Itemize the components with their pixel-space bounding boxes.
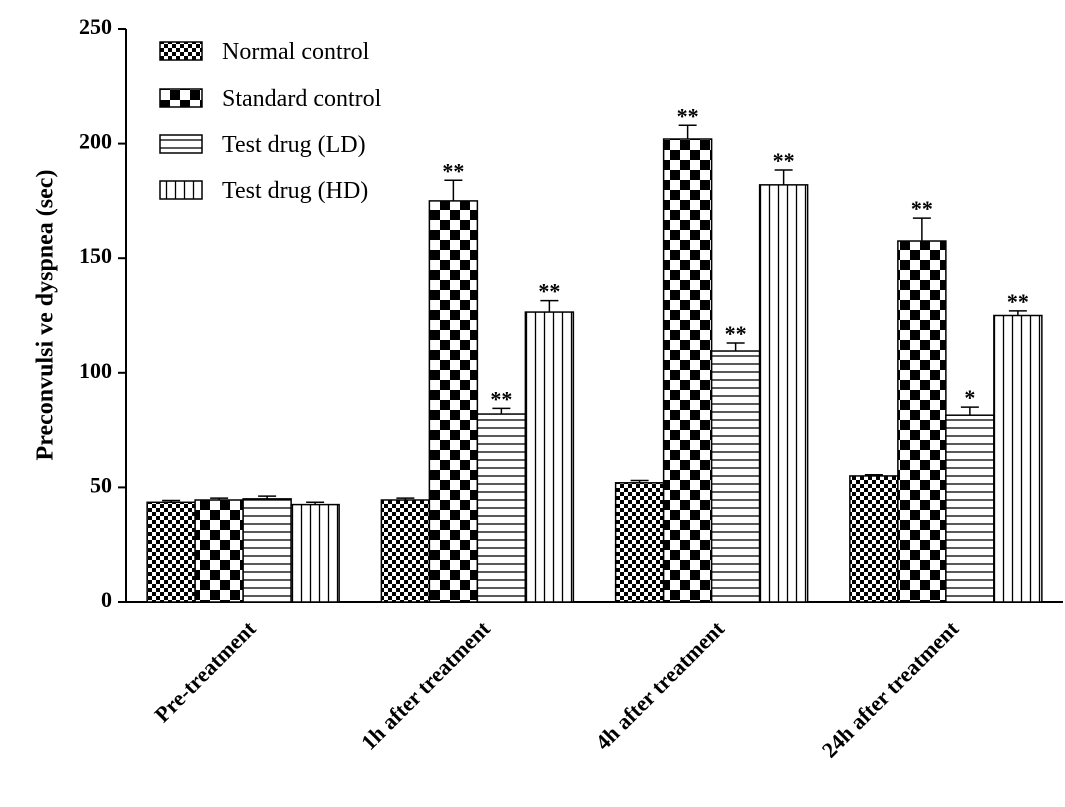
legend-swatch <box>159 41 203 61</box>
bar <box>476 413 527 603</box>
y-tick-label: 100 <box>79 358 112 383</box>
y-tick-label: 150 <box>79 243 112 268</box>
legend-entry: Standard control <box>159 86 382 112</box>
legend-swatch <box>159 180 203 200</box>
bar <box>428 200 479 603</box>
bar <box>993 314 1043 603</box>
significance-marker: ** <box>725 321 747 346</box>
legend-entry: Normal control <box>159 39 370 65</box>
x-tick-label: 1h after treatment <box>356 615 495 754</box>
bar <box>897 240 947 603</box>
bar <box>758 184 809 603</box>
legend-label: Test drug (LD) <box>222 132 366 158</box>
significance-marker: ** <box>1007 289 1029 314</box>
significance-marker: ** <box>773 148 795 173</box>
bar <box>849 475 899 603</box>
y-tick-label: 200 <box>79 129 112 154</box>
significance-marker: ** <box>677 103 699 128</box>
bar <box>242 498 292 603</box>
bars: ***************** <box>146 103 1043 603</box>
bar <box>290 503 340 603</box>
y-tick-label: 50 <box>90 472 112 497</box>
bar <box>146 501 196 603</box>
bar <box>524 311 575 603</box>
x-tick-label: Pre-treatment <box>149 615 261 727</box>
x-tick-label: 24h after treatment <box>817 615 964 762</box>
significance-marker: ** <box>911 196 933 221</box>
bar <box>945 414 995 603</box>
significance-marker: * <box>964 385 975 410</box>
bar <box>194 499 244 603</box>
legend-swatch <box>159 134 203 154</box>
bar <box>614 482 665 603</box>
y-axis-label: Preconvulsi ve dyspnea (sec) <box>33 170 59 461</box>
legend-swatch <box>159 88 203 108</box>
y-ticks: 0 50 100 150 200 250 <box>79 14 126 612</box>
legend-entry: Test drug (HD) <box>159 178 368 204</box>
y-tick-label: 0 <box>101 587 112 612</box>
legend-label: Standard control <box>222 86 382 112</box>
legend: Normal control Standard control Test dru… <box>159 39 382 204</box>
bar <box>710 350 761 603</box>
legend-entry: Test drug (LD) <box>159 132 366 158</box>
significance-marker: ** <box>490 386 512 411</box>
bar <box>662 138 713 603</box>
x-tick-label: 4h after treatment <box>590 615 729 754</box>
significance-marker: ** <box>538 279 560 304</box>
significance-marker: ** <box>442 158 464 183</box>
x-ticks: Pre-treatment 1h after treatment 4h after … <box>149 615 963 762</box>
bar <box>380 499 431 603</box>
legend-label: Test drug (HD) <box>222 178 368 204</box>
y-tick-label: 250 <box>79 14 112 39</box>
legend-label: Normal control <box>222 39 370 65</box>
